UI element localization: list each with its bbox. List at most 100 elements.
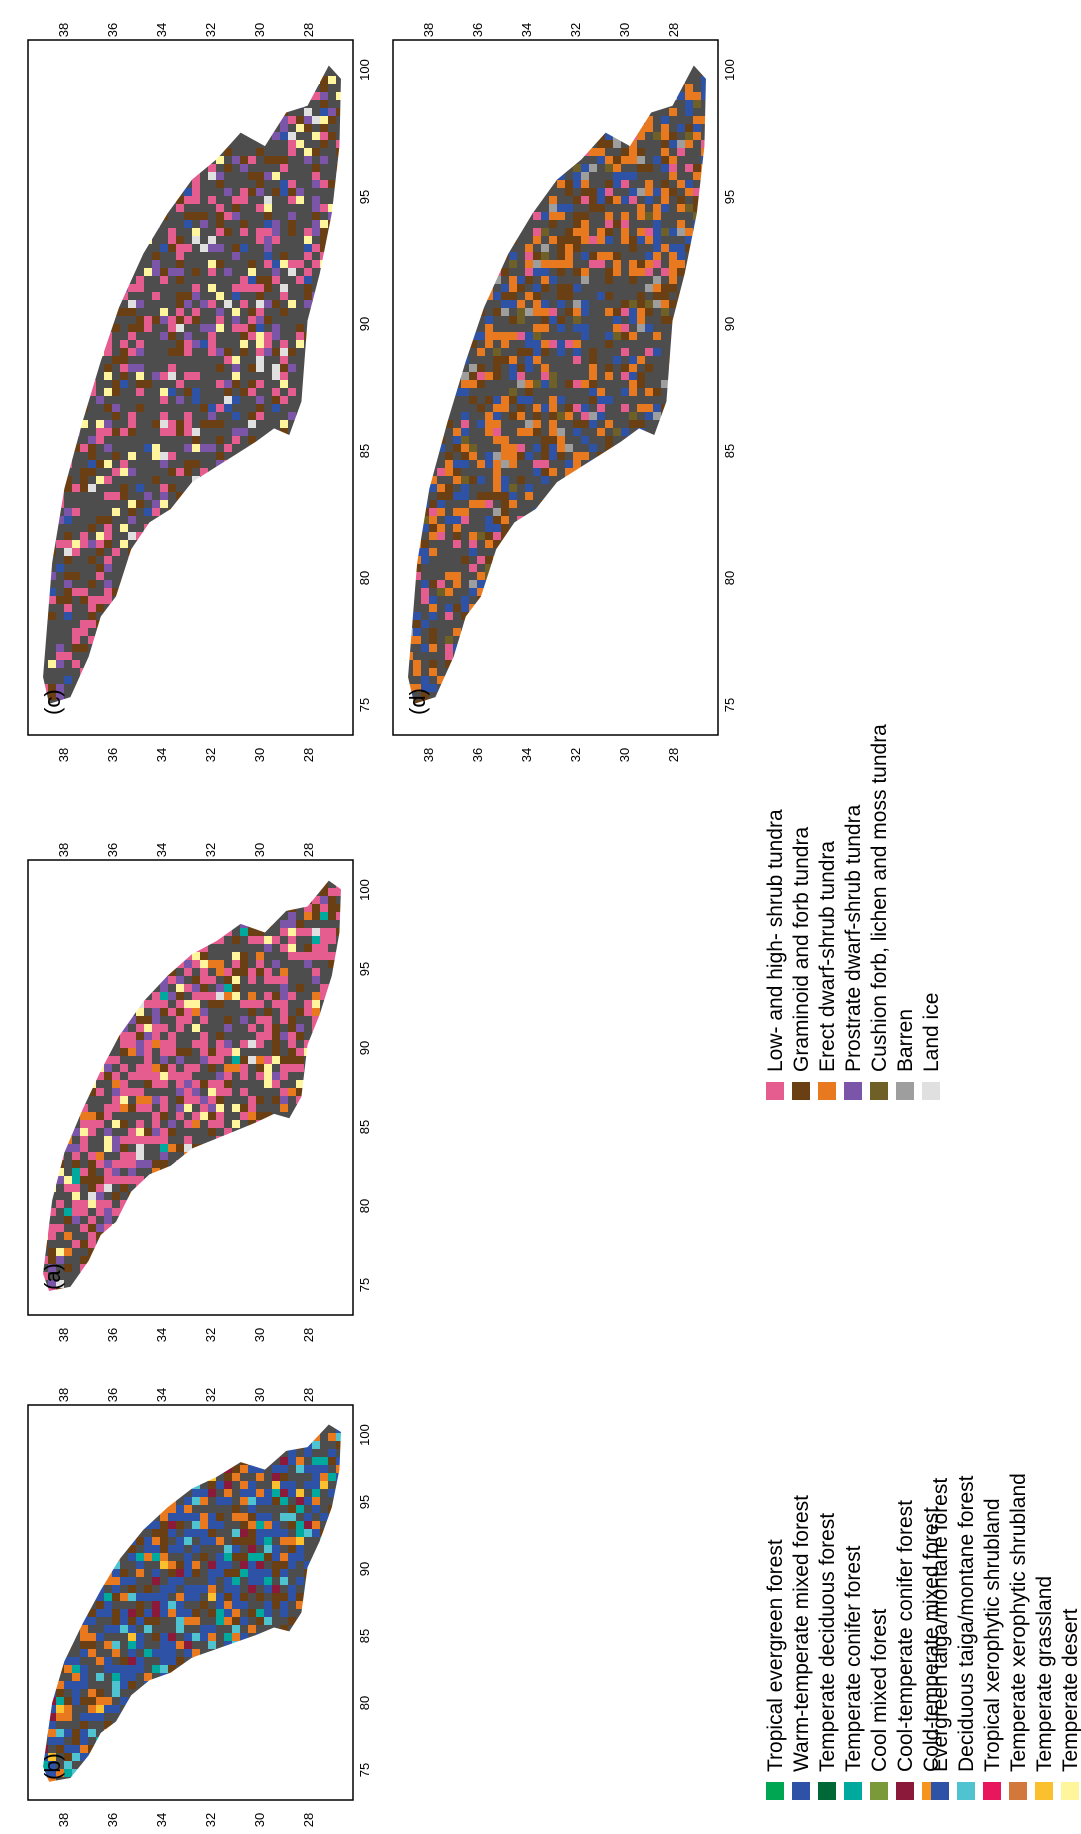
latitude-tick-36: 36 bbox=[105, 1388, 120, 1402]
legend-forest-label: Tropical evergreen forest bbox=[764, 1539, 787, 1772]
latitude-tick-34: 34 bbox=[519, 23, 534, 37]
longitude-tick-100: 100 bbox=[357, 59, 372, 81]
legend-tundra-swatch bbox=[818, 1082, 836, 1100]
latitude-tick-36: 36 bbox=[105, 748, 120, 762]
latitude-tick-36: 36 bbox=[105, 843, 120, 857]
latitude-tick-32: 32 bbox=[203, 748, 218, 762]
legend-shrub-label: Evergreen taiga/montane forest bbox=[929, 1478, 952, 1772]
longitude-tick-75: 75 bbox=[357, 1278, 372, 1292]
latitude-tick-28: 28 bbox=[301, 1813, 316, 1827]
latitude-tick-30: 30 bbox=[252, 1388, 267, 1402]
longitude-tick-80: 80 bbox=[357, 1696, 372, 1710]
latitude-tick-34: 34 bbox=[154, 23, 169, 37]
legend-tundra-swatch bbox=[870, 1082, 888, 1100]
legend-tundra-label: Erect dwarf-shrub tundra bbox=[816, 841, 839, 1072]
latitude-tick-32: 32 bbox=[568, 748, 583, 762]
longitude-tick-75: 75 bbox=[357, 1763, 372, 1777]
longitude-tick-90: 90 bbox=[357, 1041, 372, 1055]
legend-shrub-swatch bbox=[983, 1782, 1001, 1800]
latitude-tick-30: 30 bbox=[617, 748, 632, 762]
legend-shrub-swatch bbox=[1035, 1782, 1053, 1800]
legend-tundra-swatch bbox=[896, 1082, 914, 1100]
latitude-tick-32: 32 bbox=[203, 1388, 218, 1402]
legend-forest-swatch bbox=[766, 1782, 784, 1800]
legend-shrub-label: Temperate xerophytic shrubland bbox=[1007, 1473, 1030, 1772]
latitude-tick-36: 36 bbox=[105, 1813, 120, 1827]
longitude-tick-80: 80 bbox=[357, 1199, 372, 1213]
latitude-tick-38: 38 bbox=[56, 1388, 71, 1402]
longitude-tick-85: 85 bbox=[357, 1120, 372, 1134]
legend-tundra-label: Land ice bbox=[920, 993, 943, 1072]
legend-shrub-label: Deciduous taiga/montane forest bbox=[955, 1475, 978, 1772]
longitude-tick-100: 100 bbox=[722, 59, 737, 81]
legend-shrub-swatch bbox=[957, 1782, 975, 1800]
latitude-tick-38: 38 bbox=[56, 23, 71, 37]
latitude-tick-38: 38 bbox=[421, 23, 436, 37]
latitude-tick-34: 34 bbox=[519, 748, 534, 762]
legend-shrub-swatch bbox=[1009, 1782, 1027, 1800]
longitude-tick-90: 90 bbox=[357, 1562, 372, 1576]
legend-forest-swatch bbox=[818, 1782, 836, 1800]
longitude-tick-95: 95 bbox=[357, 1495, 372, 1509]
legend-shrub-label: Temperate desert bbox=[1059, 1608, 1081, 1772]
legend-forest-swatch bbox=[870, 1782, 888, 1800]
longitude-tick-90: 90 bbox=[357, 317, 372, 331]
latitude-tick-36: 36 bbox=[105, 23, 120, 37]
legend-shrub-swatch bbox=[931, 1782, 949, 1800]
longitude-tick-75: 75 bbox=[357, 698, 372, 712]
longitude-tick-90: 90 bbox=[722, 317, 737, 331]
latitude-tick-34: 34 bbox=[154, 1388, 169, 1402]
longitude-tick-95: 95 bbox=[722, 190, 737, 204]
latitude-tick-32: 32 bbox=[203, 23, 218, 37]
panel-b bbox=[27, 1404, 354, 1801]
legend-tundra-label: Prostrate dwarf-shrub tundra bbox=[842, 804, 865, 1072]
legend-forest-swatch bbox=[896, 1782, 914, 1800]
latitude-tick-30: 30 bbox=[252, 23, 267, 37]
legend-tundra-label: Cushion forb, lichen and moss tundra bbox=[868, 724, 891, 1072]
latitude-tick-34: 34 bbox=[154, 748, 169, 762]
longitude-tick-80: 80 bbox=[357, 571, 372, 585]
latitude-tick-34: 34 bbox=[154, 1813, 169, 1827]
latitude-tick-30: 30 bbox=[252, 1328, 267, 1342]
latitude-tick-36: 36 bbox=[105, 1328, 120, 1342]
latitude-tick-28: 28 bbox=[301, 23, 316, 37]
legend-tundra-swatch bbox=[766, 1082, 784, 1100]
longitude-tick-95: 95 bbox=[357, 190, 372, 204]
legend-tundra-swatch bbox=[792, 1082, 810, 1100]
latitude-tick-28: 28 bbox=[666, 23, 681, 37]
legend-forest-label: Warm-temperate mixed forest bbox=[790, 1495, 813, 1772]
latitude-tick-30: 30 bbox=[252, 748, 267, 762]
legend: Tropical evergreen forest Warm-temperate … bbox=[764, 724, 1081, 1800]
latitude-tick-32: 32 bbox=[203, 1813, 218, 1827]
panel-label-a: (a) bbox=[40, 1263, 65, 1290]
legend-tundra-swatch bbox=[922, 1082, 940, 1100]
legend-forest-label: Temperate conifer forest bbox=[842, 1545, 865, 1772]
panel-c bbox=[27, 39, 354, 736]
longitude-tick-85: 85 bbox=[357, 1629, 372, 1643]
longitude-tick-100: 100 bbox=[357, 1424, 372, 1446]
latitude-tick-28: 28 bbox=[301, 1328, 316, 1342]
legend-forest-label: Cold-temperate mixed forest bbox=[920, 1507, 943, 1772]
legend-forest-label: Cool-temperate conifer forest bbox=[894, 1500, 917, 1772]
latitude-tick-32: 32 bbox=[568, 23, 583, 37]
latitude-tick-36: 36 bbox=[470, 748, 485, 762]
latitude-tick-30: 30 bbox=[617, 23, 632, 37]
legend-tundra-label: Barren bbox=[894, 1009, 917, 1072]
panel-label-d: (d) bbox=[405, 688, 430, 715]
latitude-tick-30: 30 bbox=[252, 843, 267, 857]
latitude-tick-36: 36 bbox=[470, 23, 485, 37]
legend-shrub-label: Tropical xerophytic shrubland bbox=[981, 1498, 1004, 1772]
legend-forest-label: Cool mixed forest bbox=[868, 1608, 891, 1772]
legend-tundra-swatch bbox=[844, 1082, 862, 1100]
panel-d bbox=[392, 39, 719, 736]
latitude-tick-38: 38 bbox=[421, 748, 436, 762]
latitude-tick-34: 34 bbox=[154, 1328, 169, 1342]
longitude-tick-75: 75 bbox=[722, 698, 737, 712]
latitude-tick-38: 38 bbox=[56, 843, 71, 857]
legend-shrub-label: Temperate grassland bbox=[1033, 1576, 1056, 1772]
longitude-tick-80: 80 bbox=[722, 571, 737, 585]
panel-a bbox=[27, 859, 354, 1316]
latitude-tick-28: 28 bbox=[301, 748, 316, 762]
legend-tundra-label: Graminoid and forb tundra bbox=[790, 827, 813, 1072]
